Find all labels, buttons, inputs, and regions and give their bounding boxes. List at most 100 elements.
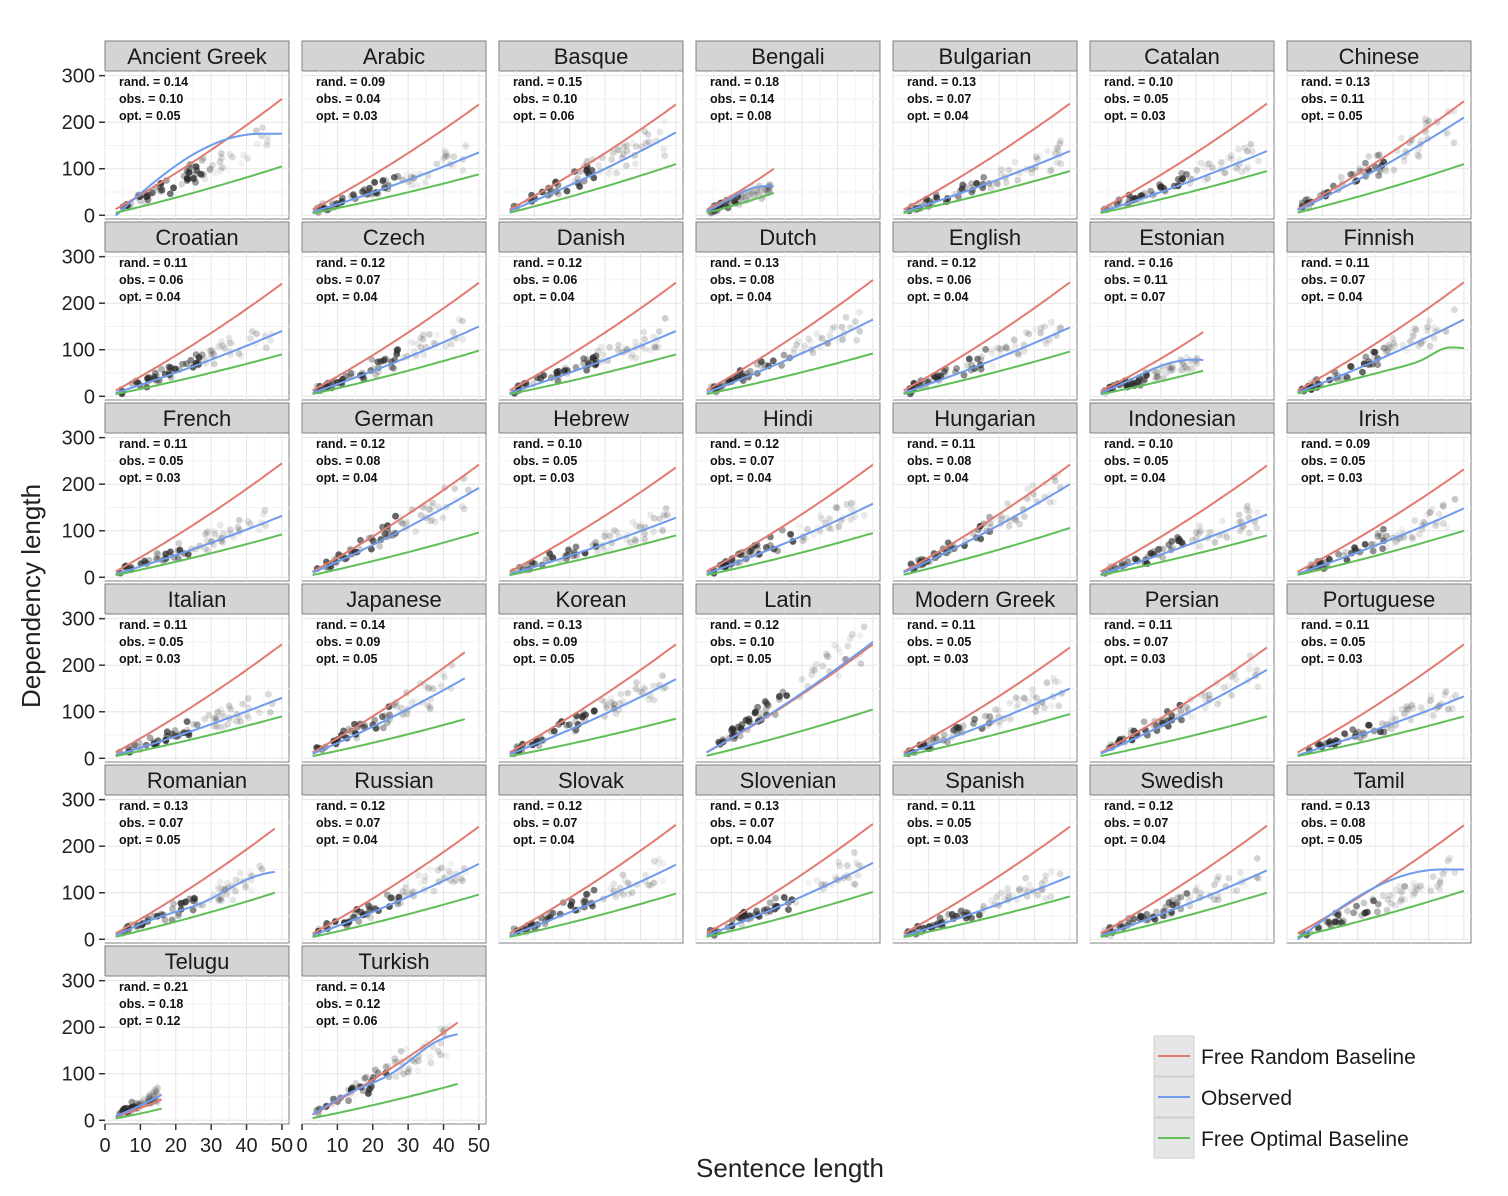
density-point: [994, 891, 1002, 899]
annotation-opt: opt. = 0.03: [119, 471, 181, 485]
facet-strip: [1286, 583, 1472, 615]
density-point: [661, 314, 669, 322]
density-point: [660, 511, 668, 519]
density-point: [266, 708, 274, 716]
density-point: [1439, 519, 1447, 527]
density-point: [201, 175, 209, 183]
density-point: [191, 895, 198, 902]
density-point: [1392, 886, 1400, 894]
density-point: [429, 685, 437, 693]
density-point: [229, 896, 237, 904]
density-point: [617, 690, 625, 698]
observed-line: [115, 696, 283, 757]
density-point: [741, 194, 749, 202]
density-point: [832, 873, 839, 881]
density-point: [580, 360, 587, 367]
facet-title: Basque: [554, 44, 629, 69]
density-point: [1421, 115, 1429, 123]
density-point: [151, 1086, 159, 1094]
density-point: [1193, 883, 1201, 890]
density-point: [213, 713, 221, 720]
density-point: [244, 695, 252, 702]
density-point: [1398, 895, 1405, 903]
density-point: [968, 180, 975, 188]
density-point: [1451, 868, 1459, 876]
density-point: [177, 899, 185, 907]
free-random-baseline-line: [509, 103, 677, 211]
density-point: [203, 529, 211, 537]
density-point: [953, 723, 960, 731]
facet-title: Croatian: [155, 225, 238, 250]
density-point: [1038, 880, 1046, 888]
density-point: [158, 186, 166, 194]
free-optimal-baseline-line: [509, 163, 677, 214]
density-point: [1168, 537, 1176, 545]
facet-title: Tamil: [1353, 768, 1404, 793]
density-point: [219, 709, 227, 717]
density-point: [379, 713, 386, 721]
density-point: [933, 194, 941, 202]
density-point: [606, 344, 614, 351]
density-point: [402, 884, 409, 892]
density-point: [1177, 366, 1185, 374]
density-point: [183, 177, 191, 185]
density-point: [844, 642, 852, 650]
free-random-baseline-line: [509, 281, 677, 392]
annotation-rand: rand. = 0.11: [119, 256, 187, 270]
observed-line: [1297, 868, 1464, 941]
density-point: [650, 857, 658, 865]
density-point: [210, 714, 218, 722]
density-point: [1156, 545, 1164, 553]
density-point: [366, 184, 373, 192]
density-point: [1429, 873, 1437, 881]
density-point: [426, 683, 434, 691]
density-point: [751, 191, 759, 199]
free-random-baseline-line: [1297, 643, 1465, 754]
density-point: [259, 510, 267, 518]
observed-line: [903, 875, 1071, 938]
density-point: [379, 178, 386, 186]
density-point: [443, 152, 451, 160]
density-point: [401, 891, 409, 899]
density-point: [610, 526, 618, 534]
facet-panel-modern-greek: Modern Greek rand. = 0.11 obs. = 0.05 opt. …: [892, 583, 1078, 763]
x-tick-label: 0: [99, 1135, 110, 1157]
density-point: [355, 918, 363, 925]
density-point: [1165, 363, 1172, 371]
density-point: [754, 545, 761, 553]
density-point: [1411, 324, 1419, 332]
density-point: [589, 356, 597, 363]
density-point: [975, 911, 983, 919]
density-point: [464, 486, 472, 494]
density-point: [402, 520, 410, 528]
density-point: [745, 550, 753, 558]
density-point: [1432, 522, 1439, 530]
density-point: [641, 345, 649, 353]
density-point: [1013, 704, 1021, 712]
density-point: [1235, 511, 1243, 519]
density-point: [121, 1105, 129, 1112]
density-point: [619, 871, 627, 879]
density-point: [400, 1070, 408, 1078]
density-point: [1441, 691, 1448, 699]
density-point: [1444, 129, 1451, 137]
facet-panel-spanish: Spanish rand. = 0.11 obs. = 0.05 opt. = 0.0…: [892, 764, 1078, 944]
density-point: [233, 718, 241, 725]
free-optimal-baseline-line: [903, 895, 1071, 939]
density-point: [746, 190, 753, 198]
annotation-obs: obs. = 0.05: [1301, 635, 1365, 649]
annotation-opt: opt. = 0.03: [1104, 652, 1166, 666]
density-point: [842, 314, 850, 321]
density-point: [1387, 900, 1395, 907]
density-point: [1156, 370, 1164, 378]
facet-title: Portuguese: [1323, 587, 1436, 612]
density-point: [457, 874, 465, 882]
density-point: [1243, 506, 1251, 514]
density-point: [661, 512, 668, 520]
density-point: [636, 523, 644, 531]
density-point: [1179, 174, 1186, 182]
density-point: [1124, 558, 1132, 566]
free-random-baseline-line: [115, 643, 283, 754]
facet-strip: [104, 221, 290, 253]
density-point: [1022, 874, 1030, 882]
